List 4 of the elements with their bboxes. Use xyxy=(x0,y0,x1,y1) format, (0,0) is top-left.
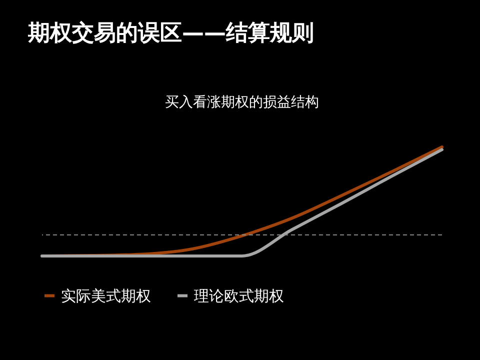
chart-title: 期权交易的误区——结算规则 xyxy=(28,20,314,48)
chart-subtitle: 买入看涨期权的损益结构 xyxy=(165,94,319,110)
legend-label: 实际美式期权 xyxy=(61,286,151,305)
legend-label: 理论欧式期权 xyxy=(194,286,284,305)
